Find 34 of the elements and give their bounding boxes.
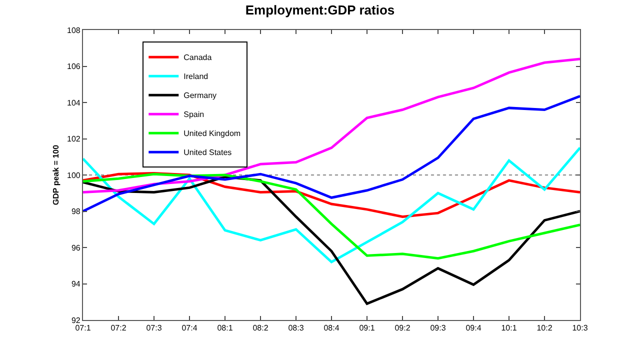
y-tick-label: 96	[71, 243, 81, 252]
x-tick-label: 09:2	[394, 324, 411, 333]
x-tick-label: 08:3	[288, 324, 304, 333]
legend-label: Germany	[184, 91, 217, 100]
legend-label: United Kingdom	[184, 129, 241, 138]
legend-label: Canada	[184, 53, 212, 62]
y-tick-label: 94	[71, 280, 81, 289]
y-tick-label: 92	[71, 316, 81, 325]
x-tick-label: 07:1	[75, 324, 92, 333]
y-tick-label: 106	[67, 62, 81, 72]
x-tick-label: 08:4	[324, 324, 340, 333]
x-tick-label: 07:4	[182, 324, 198, 333]
x-tick-label: 07:3	[146, 324, 162, 333]
y-tick-label: 108	[67, 26, 81, 35]
y-tick-label: 104	[67, 98, 81, 108]
y-tick-label: 100	[67, 170, 81, 180]
chart-title: Employment:GDP ratios	[245, 2, 395, 18]
x-tick-label: 09:1	[359, 324, 376, 333]
x-tick-label: 08:2	[252, 324, 269, 333]
line-series	[83, 172, 580, 260]
x-tick-label: 10:3	[572, 324, 588, 333]
legend-label: Spain	[184, 110, 204, 120]
y-tick-label: 98	[71, 207, 81, 216]
y-axis-title: GDP peak = 100	[52, 144, 61, 206]
x-tick-label: 09:3	[430, 324, 446, 333]
x-tick-label: 09:4	[466, 324, 482, 333]
x-tick-label: 10:2	[536, 324, 553, 333]
line-series	[83, 146, 580, 264]
legend-label: United States	[184, 148, 232, 158]
y-tick-label: 102	[67, 134, 81, 144]
legend-label: Ireland	[184, 72, 208, 82]
x-tick-label: 08:1	[217, 324, 234, 333]
x-tick-label: 10:1	[501, 324, 518, 333]
x-tick-label: 07:2	[110, 324, 127, 333]
